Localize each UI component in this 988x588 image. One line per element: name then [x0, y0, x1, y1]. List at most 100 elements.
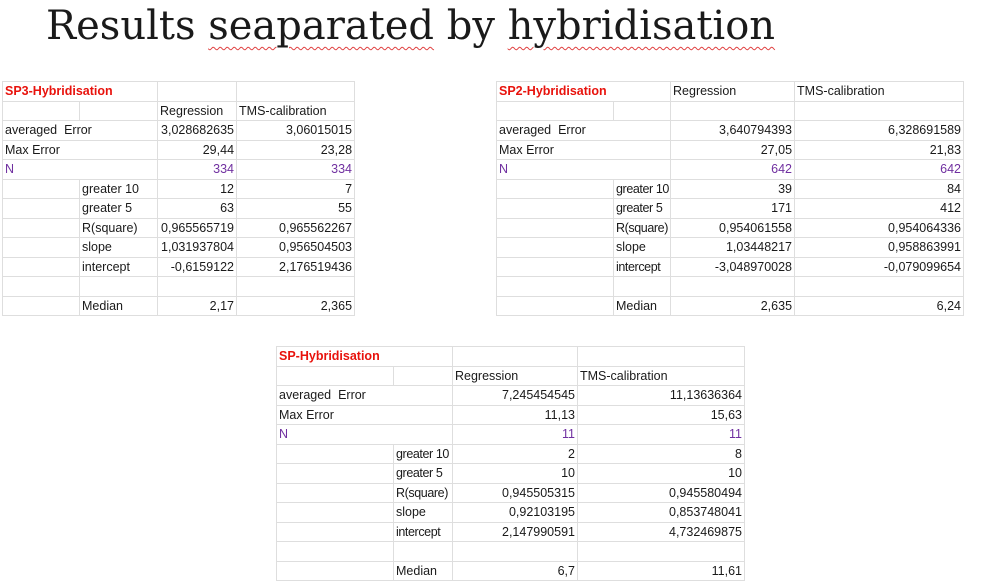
cell-value: 0,958863991	[794, 237, 965, 258]
cell-value: 334	[157, 159, 238, 180]
row-label: slope	[393, 502, 453, 523]
cell-value: 11,13	[452, 404, 578, 425]
table-row: SP-Hybridisation	[276, 346, 745, 367]
table-row: Regression TMS-calibration	[276, 365, 745, 386]
cell-value: 2	[452, 443, 578, 464]
cell-value: 2,176519436	[236, 256, 356, 277]
column-header-regression: Regression	[157, 100, 238, 121]
table-row: SP2-Hybridisation Regression TMS-calibra…	[495, 81, 965, 102]
table-row: R(square) 0,965565719 0,965562267	[2, 217, 356, 238]
row-label: slope	[612, 237, 672, 258]
row-label: Median	[612, 295, 672, 316]
row-label: greater 5	[612, 198, 672, 219]
row-label: N	[1, 159, 159, 180]
column-header-tms: TMS-calibration	[794, 81, 965, 102]
slide-title: Results seaparated by hybridisation	[46, 0, 775, 52]
row-label: Max Error	[1, 139, 159, 160]
row-label: intercept	[393, 521, 453, 542]
row-label: N	[495, 159, 672, 180]
cell-value: 412	[794, 198, 965, 219]
table-row: N 334 334	[1, 159, 356, 180]
table-row: greater 10 39 84	[496, 178, 965, 199]
cell-value: 11	[577, 424, 745, 445]
cell-value: -0,6159122	[157, 256, 238, 277]
table-row	[496, 276, 965, 297]
row-label: Median	[393, 560, 453, 581]
row-label: Max Error	[276, 404, 453, 425]
cell-value: 10	[452, 463, 578, 484]
cell-value: 0,92103195	[452, 502, 578, 523]
table-row: averaged Error 3,028682635 3,06015015	[1, 120, 356, 141]
cell-value: 642	[670, 159, 796, 180]
table-row: SP3-Hybridisation	[1, 81, 356, 102]
table-row: slope 1,03448217 0,958863991	[496, 237, 965, 258]
cell-value: 0,954061558	[670, 217, 796, 238]
cell-value: 3,640794393	[670, 120, 796, 141]
cell-value: 0,965565719	[157, 217, 238, 238]
table-row: Regression TMS-calibration	[2, 100, 356, 121]
column-header-tms: TMS-calibration	[236, 100, 356, 121]
row-label: averaged Error	[276, 385, 453, 406]
table-row: averaged Error 7,245454545 11,13636364	[276, 385, 745, 406]
table-row	[496, 100, 965, 121]
title-word-hybridisation: hybridisation	[507, 3, 776, 49]
table-row: intercept -0,6159122 2,176519436	[2, 256, 356, 277]
row-label: greater 10	[612, 178, 672, 199]
cell-value: 1,03448217	[670, 237, 796, 258]
cell-value: 171	[670, 198, 796, 219]
table-row: slope 0,92103195 0,853748041	[276, 502, 745, 523]
row-label: R(square)	[393, 482, 453, 503]
row-label: Max Error	[495, 139, 672, 160]
cell-value: 6,328691589	[794, 120, 965, 141]
row-label: slope	[78, 237, 159, 258]
table-row	[2, 276, 356, 297]
row-label: averaged Error	[1, 120, 159, 141]
row-label: Median	[78, 295, 159, 316]
cell-value: 7,245454545	[452, 385, 578, 406]
cell-value: 334	[236, 159, 356, 180]
cell-value: 29,44	[157, 139, 238, 160]
cell-value: 2,17	[157, 295, 238, 316]
row-label: intercept	[612, 256, 672, 277]
row-label: greater 5	[393, 463, 453, 484]
cell-value: 84	[794, 178, 965, 199]
row-label: averaged Error	[495, 120, 672, 141]
cell-value: 23,28	[236, 139, 356, 160]
cell-value: -0,079099654	[794, 256, 965, 277]
table-row: greater 5 63 55	[2, 198, 356, 219]
table-row: N 11 11	[276, 424, 745, 445]
row-label: intercept	[78, 256, 159, 277]
table-row: R(square) 0,945505315 0,945580494	[276, 482, 745, 503]
cell-value: 15,63	[577, 404, 745, 425]
cell-value: -3,048970028	[670, 256, 796, 277]
cell-value: 11,61	[577, 560, 745, 581]
cell-value: 7	[236, 178, 356, 199]
row-label: greater 10	[393, 443, 453, 464]
cell-value: 11,13636364	[577, 385, 745, 406]
cell-value: 3,06015015	[236, 120, 356, 141]
cell-value: 4,732469875	[577, 521, 745, 542]
table-row: Median 2,17 2,365	[2, 295, 356, 316]
table-row: N 642 642	[495, 159, 965, 180]
cell-value: 0,965562267	[236, 217, 356, 238]
cell-value: 642	[794, 159, 965, 180]
cell-value: 3,028682635	[157, 120, 238, 141]
cell-value: 21,83	[794, 139, 965, 160]
table-row: Median 2,635 6,24	[496, 295, 965, 316]
cell-value: 12	[157, 178, 238, 199]
column-header-regression: Regression	[452, 365, 578, 386]
cell-value: 6,24	[794, 295, 965, 316]
cell-value: 2,365	[236, 295, 356, 316]
cell-value: 27,05	[670, 139, 796, 160]
sp-table: SP-Hybridisation Regression TMS-calibrat…	[276, 346, 745, 581]
cell-value: 0,956504503	[236, 237, 356, 258]
cell-value: 10	[577, 463, 745, 484]
cell-value: 0,954064336	[794, 217, 965, 238]
cell-value: 63	[157, 198, 238, 219]
table-row	[276, 541, 745, 562]
cell-value: 8	[577, 443, 745, 464]
table-row: intercept -3,048970028 -0,079099654	[496, 256, 965, 277]
sp3-table: SP3-Hybridisation Regression TMS-calibra…	[1, 81, 356, 316]
table-row: Max Error 27,05 21,83	[495, 139, 965, 160]
table-header: SP2-Hybridisation	[495, 81, 672, 102]
